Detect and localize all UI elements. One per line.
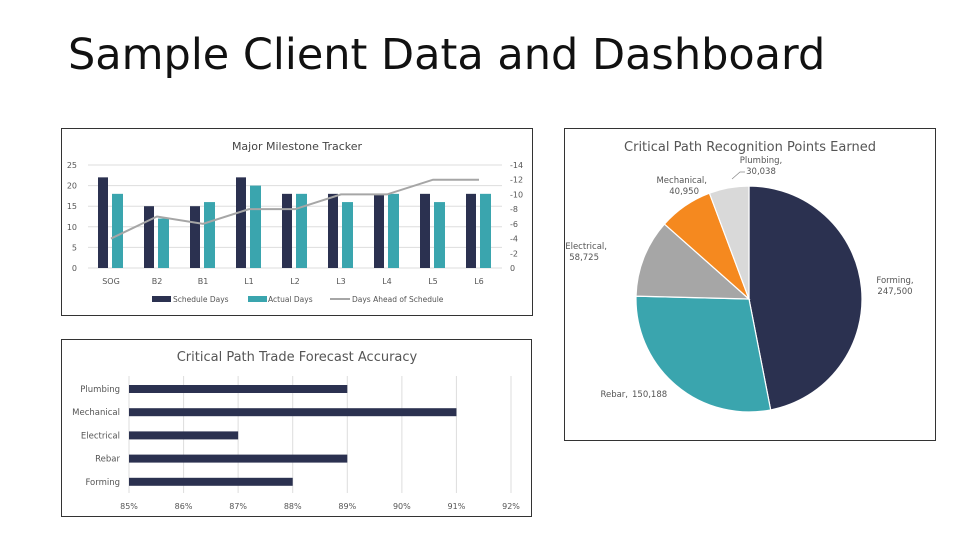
chart-title: Critical Path Trade Forecast Accuracy	[177, 350, 418, 365]
forecast-chart-svg: Critical Path Trade Forecast Accuracy 85%…	[72, 350, 520, 511]
y2-tick-label: -4	[510, 235, 518, 244]
y2-tick-label: 0	[510, 264, 515, 273]
y-tick-label: 15	[67, 202, 77, 211]
x-tick-label: 92%	[502, 502, 520, 511]
bar-actual-days	[204, 202, 215, 268]
chart-title: Critical Path Recognition Points Earned	[624, 140, 876, 155]
legend-swatch-schedule	[152, 296, 171, 302]
bar-forecast-accuracy	[129, 477, 293, 486]
x-tick-label: L3	[336, 277, 346, 286]
milestone-chart-svg: Major Milestone Tracker 0 5 10 15 20 25 0 -2 -4 -6…	[67, 140, 523, 304]
x-tick-label: B1	[198, 277, 209, 286]
y-tick-label: 20	[67, 182, 77, 191]
bar-actual-days	[480, 193, 491, 268]
x-tick-label: 86%	[175, 502, 193, 511]
pie-value: 150,188	[632, 390, 667, 400]
pie-label: Mechanical,	[656, 176, 707, 186]
bar-schedule-days	[466, 193, 476, 268]
bar-forecast-accuracy	[129, 431, 239, 440]
pie-slice-plumbing	[708, 185, 750, 300]
bar-actual-days	[388, 193, 399, 268]
pie-value: 30,038	[746, 167, 776, 177]
legend-actual-days: Actual Days	[268, 295, 313, 304]
bar-schedule-days	[144, 206, 154, 268]
pie-leader-line	[731, 171, 745, 180]
chart-title: Major Milestone Tracker	[232, 140, 363, 153]
y2-tick-label: -12	[510, 176, 523, 185]
y2-tick-label: -2	[510, 249, 518, 258]
bar-forecast-accuracy	[129, 408, 457, 417]
bar-actual-days	[112, 193, 123, 268]
x-tick-label: SOG	[102, 277, 120, 286]
y2-tick-label: -6	[510, 220, 518, 229]
page-title: Sample Client Data and Dashboard	[68, 30, 826, 80]
bar-schedule-days	[190, 206, 200, 268]
y-category-label: Forming	[85, 478, 120, 488]
bar-actual-days	[250, 185, 261, 268]
pie-label: Rebar,	[600, 390, 628, 400]
bar-forecast-accuracy	[129, 454, 348, 463]
x-tick-label: 88%	[284, 502, 302, 511]
x-tick-label: L5	[428, 277, 438, 286]
pie-label: Electrical,	[565, 242, 607, 252]
bar-actual-days	[296, 193, 307, 268]
x-tick-label: L4	[382, 277, 392, 286]
legend-schedule-days: Schedule Days	[173, 295, 229, 304]
pie-slice-electrical	[635, 223, 751, 300]
bar-schedule-days	[236, 177, 246, 268]
pie-value: 58,725	[569, 253, 599, 263]
x-tick-label: L6	[474, 277, 484, 286]
legend-days-ahead: Days Ahead of Schedule	[352, 295, 444, 304]
pie-label: Plumbing,	[740, 156, 782, 166]
y-tick-label: 0	[72, 264, 77, 273]
x-tick-label: 87%	[229, 502, 247, 511]
y-category-label: Plumbing	[80, 385, 120, 395]
milestone-tracker-chart: Major Milestone Tracker 0 5 10 15 20 25 0 -2 -4 -6…	[61, 128, 533, 316]
bar-schedule-days	[282, 193, 292, 268]
y-category-label: Rebar	[95, 455, 120, 465]
y-category-label: Mechanical	[72, 408, 120, 418]
pie-chart-svg: Critical Path Recognition Points Earned F…	[565, 140, 914, 413]
pie-label: Forming,	[876, 276, 913, 286]
forecast-accuracy-chart: Critical Path Trade Forecast Accuracy 85%…	[61, 339, 532, 517]
bar-actual-days	[342, 202, 353, 268]
pie-value: 247,500	[877, 287, 912, 297]
bar-actual-days	[434, 202, 445, 268]
x-tick-label: L1	[244, 277, 254, 286]
y-tick-label: 10	[67, 223, 77, 232]
line-days-ahead	[110, 178, 479, 240]
x-tick-label: 90%	[393, 502, 411, 511]
bar-schedule-days	[420, 193, 430, 268]
pie-slice-rebar	[635, 295, 772, 413]
bar-schedule-days	[98, 177, 108, 268]
recognition-points-chart: Critical Path Recognition Points Earned F…	[564, 128, 936, 441]
y-category-label: Electrical	[81, 431, 120, 441]
bar-forecast-accuracy	[129, 385, 348, 393]
y2-tick-label: -10	[510, 190, 523, 199]
x-tick-label: 91%	[448, 502, 466, 511]
y2-tick-label: -14	[510, 161, 523, 170]
bar-schedule-days	[374, 193, 384, 268]
y2-tick-label: -8	[510, 205, 518, 214]
pie-value: 40,950	[669, 187, 699, 197]
pie-slice-forming	[748, 185, 863, 411]
x-tick-label: L2	[290, 277, 300, 286]
y-tick-label: 25	[67, 161, 77, 170]
x-tick-label: 89%	[338, 502, 356, 511]
legend-swatch-actual	[248, 296, 267, 302]
bar-actual-days	[158, 218, 169, 268]
y-tick-label: 5	[72, 243, 77, 252]
bar-schedule-days	[328, 193, 338, 268]
x-tick-label: 85%	[120, 502, 138, 511]
x-tick-label: B2	[152, 277, 163, 286]
